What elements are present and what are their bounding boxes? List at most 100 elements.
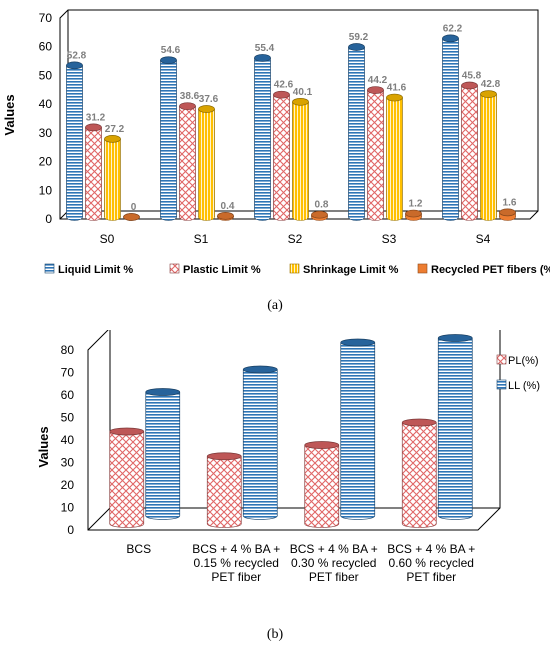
- bar-body: [480, 94, 497, 217]
- bar-top: [367, 86, 384, 94]
- bar-top: [311, 210, 328, 219]
- bar-body: [304, 445, 339, 524]
- bar-top: [405, 209, 422, 218]
- legend-label: Shrinkage Limit %: [303, 264, 399, 276]
- bar-edges: [437, 338, 473, 516]
- bar-body: [104, 138, 121, 217]
- y-tick-label: 60: [39, 40, 53, 54]
- data-label: 42.6: [274, 80, 294, 91]
- bar-edges: [304, 445, 340, 524]
- bar-top: [242, 365, 278, 374]
- bar-body: [66, 65, 83, 217]
- legend-swatch: [169, 263, 180, 274]
- bar-top: [442, 34, 459, 43]
- bar-body: [273, 94, 290, 217]
- legend-swatch: [289, 263, 300, 274]
- chart-b-svg: Values 0 10 20 30 40 50 60 70 80 BCS BCS + 4 % BA…: [36, 330, 540, 584]
- y-axis-label: Values: [2, 94, 17, 135]
- bar: [198, 105, 215, 221]
- data-label: 31.2: [86, 112, 106, 123]
- bar-top: [109, 427, 145, 436]
- bar-top: [85, 123, 102, 132]
- bar-edges: [198, 109, 215, 217]
- bar: [304, 441, 340, 528]
- x-tick-label: BCS + 4 % BA +: [290, 542, 378, 556]
- bar-body: [461, 85, 478, 217]
- bars: [109, 334, 473, 528]
- x-tick-label: PET fiber: [406, 570, 456, 584]
- legend: Liquid Limit % Plastic Limit % Shrinkage L…: [44, 263, 550, 276]
- bar: [499, 208, 516, 221]
- legend-label: PL(%): [508, 355, 539, 367]
- bar-top: [145, 388, 181, 396]
- legend-swatch: [496, 354, 507, 365]
- bar-top: [401, 418, 437, 427]
- caption-a: (a): [267, 298, 283, 313]
- bar: [160, 56, 177, 221]
- bar-body: [198, 109, 215, 217]
- legend-label: Recycled PET fibers (%): [431, 264, 550, 276]
- chart-b: Values 0 10 20 30 40 50 60 70 80 BCS BCS + 4 % BA…: [0, 330, 550, 647]
- bar-body: [292, 101, 309, 217]
- bar-top: [499, 208, 516, 217]
- y-tick-label: 10: [61, 501, 75, 515]
- y-ticks: 0 10 20 30 40 50 60 70 80: [61, 343, 75, 537]
- bar-body: [386, 97, 403, 217]
- data-label: 44.2: [368, 75, 388, 86]
- bars: 52.8 31.227.2 0 54.6 38.6 37.6 0.4 55.4 42.640.1…: [66, 23, 517, 221]
- bar: [480, 90, 497, 221]
- bar: [104, 135, 121, 221]
- bar-top: [348, 43, 365, 51]
- bar-top: [104, 135, 121, 143]
- bar-body: [179, 106, 196, 217]
- x-tick-label: PET fiber: [309, 570, 359, 584]
- data-label: 0: [131, 202, 137, 213]
- x-tick-label: S3: [382, 232, 397, 246]
- bar-edges: [401, 422, 437, 524]
- data-label: 45.8: [462, 70, 482, 81]
- bar: [461, 81, 478, 221]
- bar-body: [243, 369, 278, 516]
- bar-body: [207, 456, 242, 524]
- data-label: 52.8: [67, 50, 87, 61]
- legend: PL(%) LL (%): [496, 354, 540, 392]
- y-tick-label: 0: [45, 212, 52, 226]
- bar: [206, 452, 242, 528]
- bar-edges: [254, 57, 271, 217]
- bar-top: [160, 56, 177, 65]
- x-tick-label: S1: [194, 232, 209, 246]
- y-tick-label: 10: [39, 183, 53, 197]
- y-tick-label: 50: [39, 68, 53, 82]
- y-tick-label: 70: [39, 11, 53, 25]
- y-tick-label: 80: [61, 343, 75, 357]
- bar-edges: [109, 431, 145, 524]
- y-tick-label: 20: [39, 155, 53, 169]
- data-label: 37.6: [199, 94, 219, 105]
- bar: [405, 209, 422, 221]
- y-tick-label: 30: [39, 126, 53, 140]
- bar: [109, 427, 145, 528]
- bar: [179, 102, 196, 221]
- data-label: 41.6: [387, 83, 407, 94]
- data-label: 0.4: [221, 201, 235, 212]
- y-tick-label: 70: [61, 366, 75, 380]
- bar-edges: [145, 392, 181, 516]
- y-tick-label: 0: [67, 523, 74, 537]
- bar: [348, 43, 365, 221]
- x-tick-label: S0: [100, 232, 115, 246]
- data-label: 42.8: [481, 79, 501, 90]
- x-tick-label: PET fiber: [211, 570, 261, 584]
- y-axis-label: Values: [36, 426, 51, 467]
- bar-edges: [206, 456, 242, 524]
- bar-body: [367, 90, 384, 217]
- bar-edges: [367, 90, 384, 217]
- bar-top: [461, 81, 478, 90]
- bar: [292, 98, 309, 221]
- bar-body: [145, 392, 180, 516]
- legend-swatch: [44, 263, 55, 274]
- bar-edges: [348, 47, 365, 217]
- bar: [437, 334, 473, 520]
- bar: [340, 338, 376, 520]
- bar-edges: [160, 60, 177, 217]
- bar-body: [348, 47, 365, 217]
